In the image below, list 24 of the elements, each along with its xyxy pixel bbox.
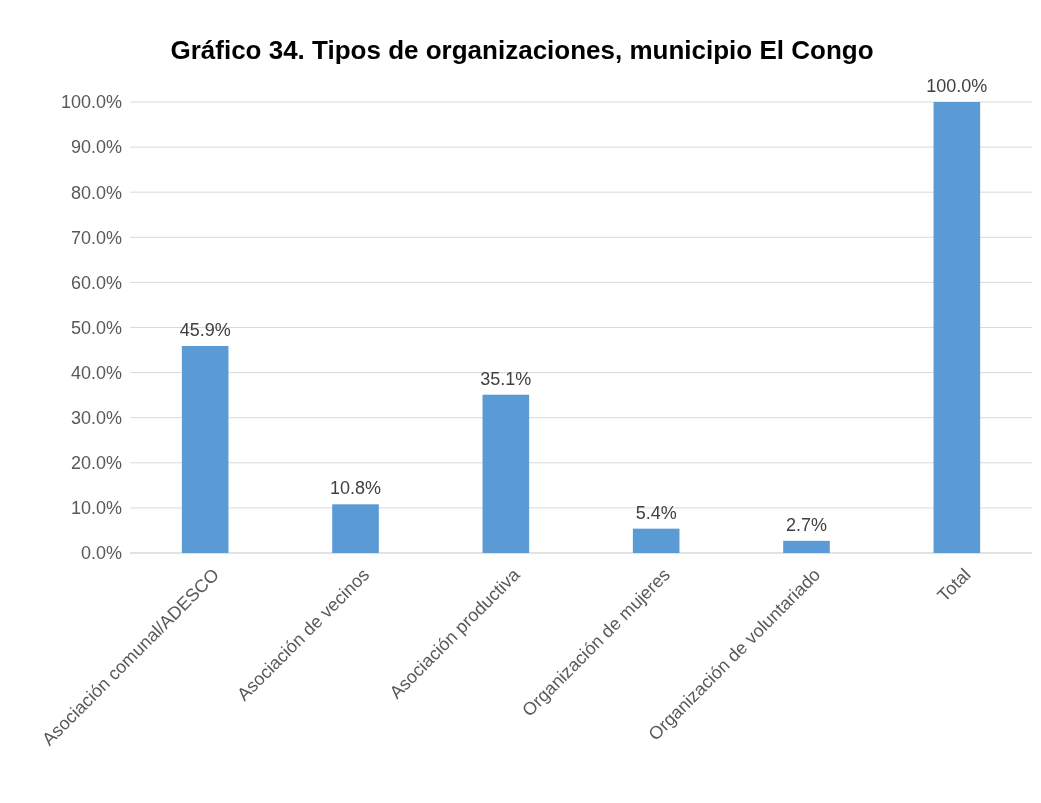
data-label: 10.8%	[329, 478, 382, 499]
chart-title: Gráfico 34. Tipos de organizaciones, municipio El Congo	[170, 35, 874, 65]
data-label: 100.0%	[926, 76, 988, 96]
bar	[632, 528, 680, 553]
bar	[482, 394, 530, 553]
y-tick-label: 90.0%	[70, 137, 122, 158]
bar	[332, 504, 379, 553]
bar	[181, 345, 229, 553]
y-tick-label: 0.0%	[80, 543, 122, 564]
y-tick-label: 20.0%	[70, 453, 122, 474]
y-tick-label: 80.0%	[70, 182, 122, 203]
y-tick-label: 30.0%	[70, 408, 122, 428]
y-tick-label: 70.0%	[70, 227, 122, 248]
data-label: 2.7%	[785, 514, 828, 535]
y-tick-label: 10.0%	[70, 498, 122, 519]
bar	[933, 102, 981, 553]
y-tick-label: 100.0%	[60, 92, 122, 113]
y-tick-label: 50.0%	[70, 317, 122, 338]
y-tick-label: 40.0%	[70, 362, 122, 383]
data-label: 5.4%	[635, 502, 677, 523]
data-label: 45.9%	[179, 319, 231, 340]
y-tick-label: 60.0%	[70, 272, 122, 293]
bar	[783, 540, 830, 553]
data-label: 35.1%	[480, 368, 532, 389]
